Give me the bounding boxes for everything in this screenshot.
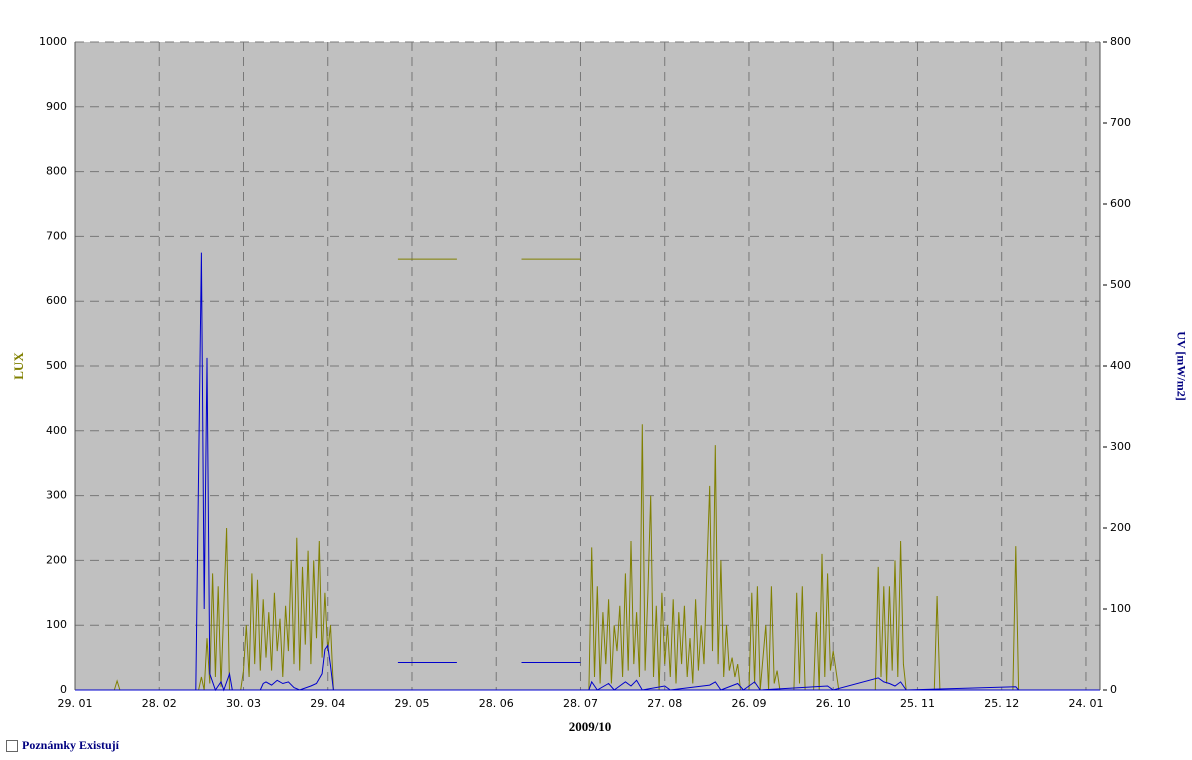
y2-tick-label: 0 [1110, 683, 1117, 696]
x-tick-label: 29. 04 [310, 697, 345, 710]
x-tick-label: 29. 01 [58, 697, 93, 710]
y-tick-label: 1000 [39, 35, 67, 48]
y2-tick-label: 500 [1110, 278, 1131, 291]
checkbox[interactable] [6, 739, 18, 752]
y-tick-label: 900 [46, 100, 67, 113]
data-line [588, 677, 1100, 691]
x-tick-label: 28. 07 [563, 697, 598, 710]
data-line [75, 252, 334, 692]
notes-checkbox[interactable]: Poznámky Existují [6, 738, 119, 753]
chart: LUX UV [mW/m2] 2009/10 0 100 200 300 400 500 6… [11, 35, 1188, 734]
x-tick-label: 28. 02 [142, 697, 177, 710]
y-tick-label: 700 [46, 229, 67, 242]
x-tick-label: 27. 08 [647, 697, 682, 710]
y-tick-label: 200 [46, 553, 67, 566]
x-tick-label: 30. 03 [226, 697, 261, 710]
y2-tick-label: 200 [1110, 521, 1131, 534]
y-tick-label: 0 [60, 683, 67, 696]
y-tick-label: 600 [46, 294, 67, 307]
x-tick-label: 28. 06 [479, 697, 514, 710]
y-axis-label: LUX [11, 352, 26, 380]
data-line [588, 424, 1100, 691]
checkbox-label: Poznámky Existují [22, 738, 120, 752]
y-tick-label: 800 [46, 165, 67, 178]
y2-tick-label: 800 [1110, 35, 1131, 48]
x-axis-label: 2009/10 [569, 719, 612, 734]
y2-tick-label: 100 [1110, 602, 1131, 615]
y2-tick-label: 400 [1110, 359, 1131, 372]
x-tick-label: 29. 05 [394, 697, 429, 710]
x-tick-label: 25. 12 [984, 697, 1019, 710]
y-tick-label: 500 [46, 359, 67, 372]
y2-tick-label: 600 [1110, 197, 1131, 210]
x-tick-label: 24. 01 [1068, 697, 1103, 710]
y-tick-label: 300 [46, 489, 67, 502]
x-tick-label: 26. 10 [816, 697, 851, 710]
x-tick-label: 26. 09 [731, 697, 766, 710]
y-tick-label: 400 [46, 424, 67, 437]
y2-tick-label: 700 [1110, 116, 1131, 129]
y-tick-label: 100 [46, 618, 67, 631]
x-tick-label: 25. 11 [900, 697, 935, 710]
data-line [75, 527, 334, 691]
y2-tick-label: 300 [1110, 440, 1131, 453]
y2-axis-label: UV [mW/m2] [1174, 331, 1188, 400]
